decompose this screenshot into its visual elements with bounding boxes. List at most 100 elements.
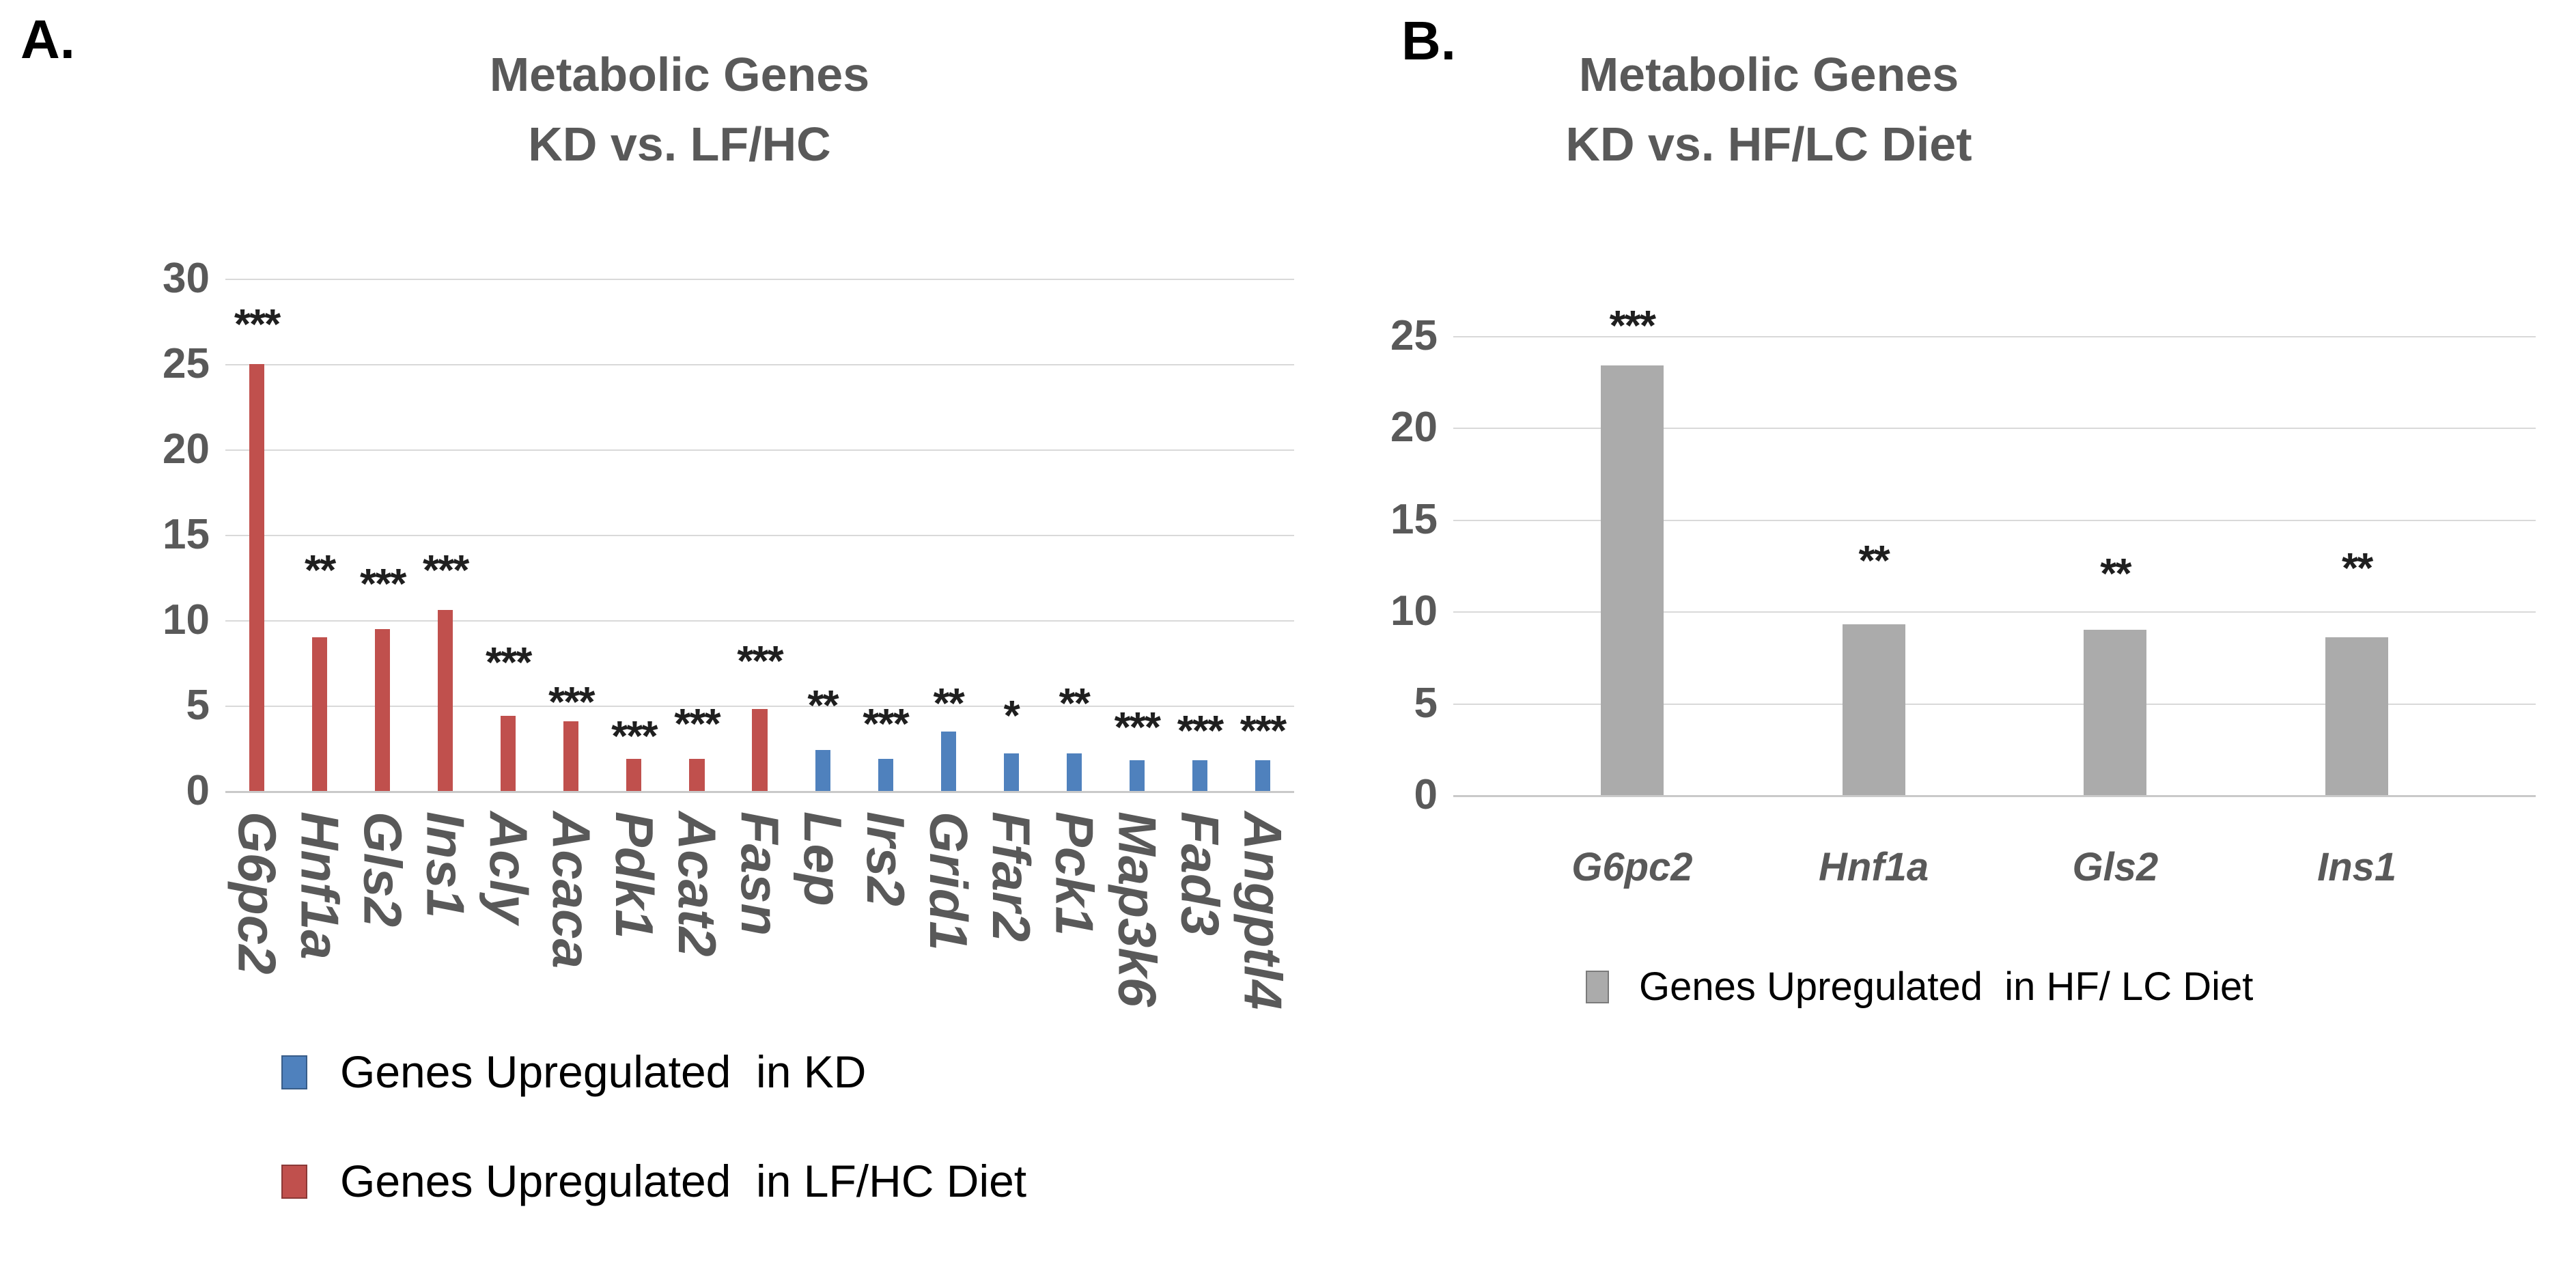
significance-angptl4: *** <box>1240 708 1287 755</box>
bar-slot-fad3 <box>1168 279 1231 791</box>
significance-g6pc2: *** <box>1609 303 1656 350</box>
bar-fasn <box>752 709 768 791</box>
bar-slot-ffar2 <box>980 279 1043 791</box>
legend-row-0: Genes Upregulated in KD <box>281 1046 1026 1098</box>
y-tick-label-20: 20 <box>163 425 210 473</box>
x-label-gls2: Gls2 <box>2072 845 2159 889</box>
panel-b-legend: Genes Upregulated in HF/ LC Diet <box>1586 964 2253 1068</box>
bar-g6pc2 <box>1600 365 1664 795</box>
x-label-gls2: Gls2 <box>352 811 413 928</box>
significance-layer: *** ** ** ** <box>1511 305 2478 795</box>
bar-acly <box>501 716 516 791</box>
significance-pdk1: *** <box>611 712 658 760</box>
bar-irs2 <box>878 758 893 791</box>
bar-slot-irs2 <box>854 279 917 791</box>
bar-slot-angptl4 <box>1231 279 1294 791</box>
bar-ins1 <box>438 610 453 791</box>
x-label-acly: Acly <box>478 811 539 924</box>
x-axis-line <box>225 791 1294 793</box>
significance-fasn: *** <box>737 637 783 685</box>
panel-b-title: Metabolic Genes KD vs. HF/LC Diet <box>1339 40 2199 179</box>
panel-a-title-line2: KD vs. LF/HC <box>528 117 831 171</box>
bar-slot-g6pc2 <box>225 279 288 791</box>
bar-gls2 <box>2084 630 2147 795</box>
x-label-ins1: Ins1 <box>2317 845 2397 889</box>
bar-slot-ins1 <box>414 279 477 791</box>
gridline-5 <box>225 706 1294 707</box>
panel-a-title-line1: Metabolic Genes <box>489 48 870 101</box>
bar-slot-gls2 <box>1995 336 2237 795</box>
y-tick-label-10: 10 <box>1390 587 1438 635</box>
bar-slot-pdk1 <box>602 279 665 791</box>
significance-acat2: *** <box>674 701 720 748</box>
gridline-20 <box>1453 428 2536 430</box>
y-tick-label-15: 15 <box>1390 495 1438 543</box>
significance-gls2: ** <box>2100 551 2131 598</box>
x-label-ffar2: Ffar2 <box>981 811 1042 942</box>
bar-pck1 <box>1066 753 1082 791</box>
y-tick-label-5: 5 <box>186 682 210 729</box>
bar-g6pc2 <box>249 364 265 791</box>
gridline-25 <box>225 364 1294 365</box>
x-label-hnf1a: Hnf1a <box>290 811 350 960</box>
bar-hnf1a <box>312 637 328 791</box>
bar-slot-gls2 <box>351 279 414 791</box>
x-label-acat2: Acat2 <box>667 811 727 957</box>
bar-slot-acaca <box>540 279 602 791</box>
bar-acat2 <box>689 758 705 791</box>
significance-map3k6: *** <box>1114 704 1161 751</box>
legend-label: Genes Upregulated in KD <box>340 1046 867 1097</box>
significance-g6pc2: *** <box>234 301 281 349</box>
bar-hnf1a <box>1842 624 1905 795</box>
gridline-15 <box>1453 519 2536 521</box>
bar-lep <box>815 750 830 791</box>
x-label-grid1: Grid1 <box>919 811 979 951</box>
legend-row-0: Genes Upregulated in HF/ LC Diet <box>1586 964 2253 1010</box>
x-axis-line <box>1453 795 2536 797</box>
gridline-20 <box>225 449 1294 451</box>
gridline-10 <box>1453 611 2536 613</box>
legend-row-1: Genes Upregulated in LF/HC Diet <box>281 1156 1026 1208</box>
x-label-hnf1a: Hnf1a <box>1819 845 1929 889</box>
gridline-5 <box>1453 703 2536 705</box>
gridline-25 <box>1453 336 2536 337</box>
bar-ins1 <box>2325 637 2389 795</box>
panel-b-letter: B. <box>1401 10 1456 71</box>
bar-slot-hnf1a <box>288 279 351 791</box>
grid-layer: 0 5 10 15 20 25 <box>1390 312 2536 818</box>
bar-map3k6 <box>1129 760 1145 791</box>
bar-grid1 <box>940 731 956 791</box>
panel-a-letter: A. <box>20 9 75 70</box>
bar-gls2 <box>375 628 391 791</box>
bar-slot-g6pc2 <box>1511 336 1753 795</box>
gridline-10 <box>225 620 1294 622</box>
legend-swatch-icon <box>281 1055 307 1089</box>
y-tick-label-25: 25 <box>1390 312 1438 359</box>
x-label-lep: Lep <box>793 811 854 906</box>
significance-ffar2: * <box>1003 692 1020 740</box>
x-label-pck1: Pck1 <box>1044 811 1105 936</box>
significance-grid1: ** <box>933 680 965 727</box>
bar-slot-ins1 <box>2236 336 2478 795</box>
bar-ffar2 <box>1003 753 1019 791</box>
bars-layer <box>1511 336 2478 795</box>
legend-swatch-icon <box>281 1164 307 1199</box>
panel-b-title-line1: Metabolic Genes <box>1578 48 1959 101</box>
gridline-15 <box>225 535 1294 536</box>
y-tick-label-25: 25 <box>163 339 210 387</box>
significance-gls2: *** <box>359 561 406 608</box>
x-label-fad3: Fad3 <box>1170 811 1231 936</box>
significance-ins1: *** <box>423 547 469 594</box>
bar-slot-acly <box>477 279 540 791</box>
significance-lep: ** <box>807 682 839 729</box>
legend-swatch-icon <box>1586 971 1609 1004</box>
bar-slot-map3k6 <box>1106 279 1168 791</box>
legend-label: Genes Upregulated in LF/HC Diet <box>340 1155 1027 1206</box>
bar-pdk1 <box>626 758 642 791</box>
y-tick-label-5: 5 <box>1414 679 1438 727</box>
bar-slot-lep <box>792 279 854 791</box>
bar-fad3 <box>1192 760 1208 791</box>
y-tick-label-0: 0 <box>186 767 210 814</box>
bar-slot-grid1 <box>917 279 980 791</box>
